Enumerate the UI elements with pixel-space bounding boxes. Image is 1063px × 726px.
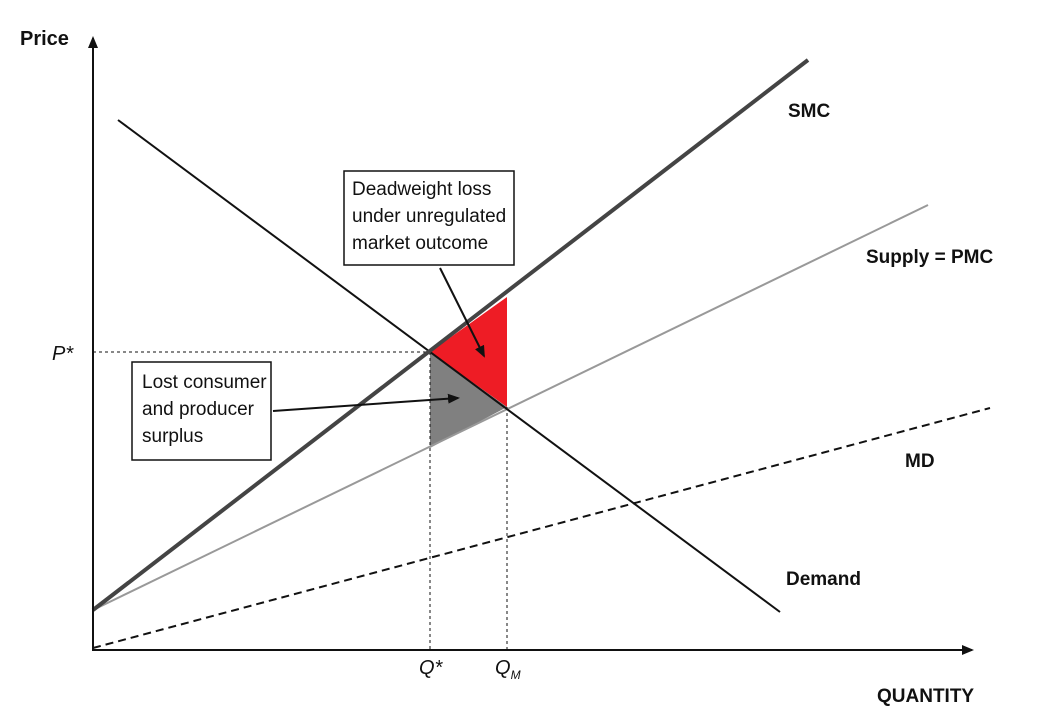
deadweight-callout-text: Deadweight loss under unregulated market…	[352, 179, 512, 254]
q-star-label: Q*	[419, 657, 444, 679]
lost-surplus-area	[430, 352, 507, 448]
p-star-label: P*	[52, 343, 74, 365]
deadweight-callout-box	[343, 170, 515, 266]
md-curve	[92, 407, 991, 649]
demand-curve	[117, 119, 781, 613]
lost-surplus-callout-box	[131, 361, 272, 461]
lost-surplus-arrow	[272, 393, 460, 412]
supply-pmc-curve	[92, 204, 929, 611]
lost-surplus-callout-text: Lost consumer and producer surplus	[142, 372, 272, 447]
demand-label: Demand	[786, 569, 861, 590]
md-label: MD	[905, 451, 935, 472]
q-m-label: QM	[495, 657, 521, 682]
x-axis-label: QUANTITY	[877, 686, 974, 707]
deadweight-loss-area	[430, 297, 507, 407]
y-axis-label: Price	[20, 28, 69, 50]
deadweight-arrow	[439, 267, 485, 358]
smc-curve	[91, 58, 810, 612]
smc-label: SMC	[788, 101, 831, 122]
supply-pmc-label: Supply = PMC	[866, 247, 993, 268]
